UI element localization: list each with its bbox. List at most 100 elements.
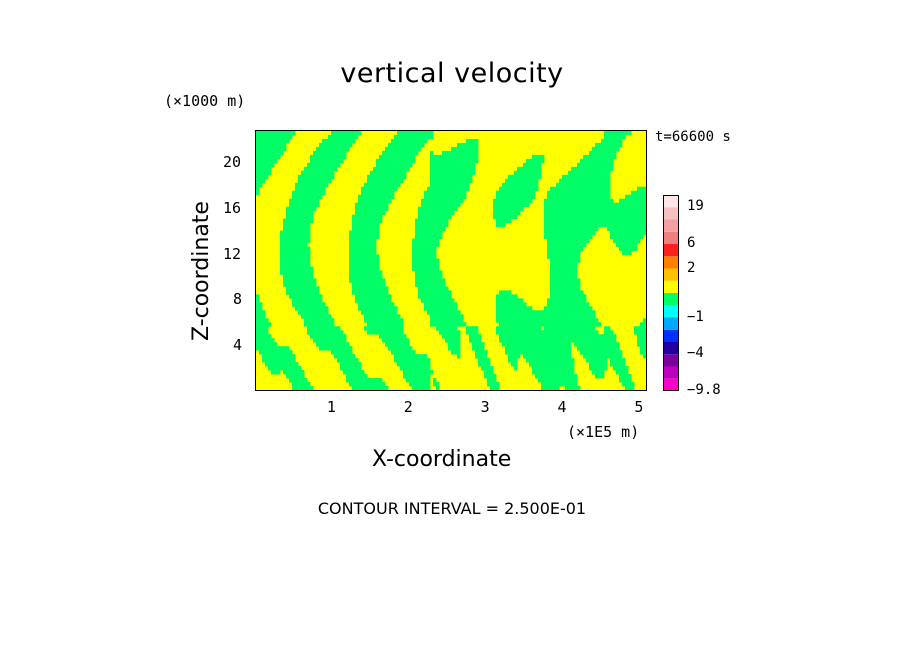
negative-region bbox=[640, 350, 646, 355]
negative-region bbox=[289, 198, 320, 204]
negative-region bbox=[472, 342, 485, 347]
negative-region bbox=[379, 154, 416, 160]
negative-region bbox=[544, 210, 646, 216]
negative-region bbox=[388, 142, 425, 148]
negative-region bbox=[355, 210, 386, 216]
negative-region bbox=[514, 170, 542, 176]
negative-region bbox=[451, 146, 479, 152]
negative-region bbox=[496, 306, 533, 311]
negative-region bbox=[331, 131, 362, 136]
negative-region bbox=[358, 302, 395, 307]
negative-region bbox=[496, 194, 536, 200]
negative-region bbox=[616, 370, 629, 375]
negative-region bbox=[349, 266, 380, 271]
negative-region bbox=[349, 234, 380, 239]
negative-region bbox=[349, 230, 380, 235]
x-tick-label: 4 bbox=[557, 398, 567, 416]
negative-region bbox=[610, 358, 626, 363]
negative-region bbox=[493, 210, 521, 216]
colorbar-segment bbox=[663, 293, 679, 306]
negative-region bbox=[571, 166, 614, 172]
negative-region bbox=[430, 158, 479, 164]
colorbar-segment bbox=[663, 219, 679, 232]
negative-region bbox=[352, 282, 386, 287]
negative-region bbox=[415, 234, 443, 239]
negative-region bbox=[634, 326, 646, 331]
negative-region bbox=[310, 158, 344, 164]
negative-region bbox=[256, 174, 269, 180]
colorbar-segment bbox=[663, 342, 679, 355]
negative-region bbox=[322, 138, 356, 144]
negative-region bbox=[292, 302, 326, 307]
negative-region bbox=[490, 386, 500, 390]
colorbar-segment bbox=[663, 231, 679, 244]
negative-region bbox=[424, 302, 458, 307]
negative-region bbox=[436, 386, 440, 390]
negative-region bbox=[505, 346, 572, 351]
negative-region bbox=[304, 322, 335, 327]
negative-region bbox=[280, 254, 311, 259]
negative-region bbox=[547, 242, 587, 247]
negative-region bbox=[622, 382, 635, 387]
negative-region bbox=[349, 270, 383, 275]
negative-region bbox=[484, 374, 497, 379]
negative-region bbox=[280, 242, 308, 247]
negative-region bbox=[298, 178, 332, 184]
negative-region bbox=[292, 298, 323, 303]
negative-region bbox=[469, 334, 482, 339]
negative-region bbox=[508, 358, 518, 363]
negative-region bbox=[256, 134, 293, 140]
negative-region bbox=[436, 326, 458, 331]
negative-region bbox=[424, 194, 467, 200]
negative-region bbox=[256, 330, 269, 335]
negative-region bbox=[268, 366, 302, 371]
negative-region bbox=[391, 350, 416, 355]
negative-region bbox=[415, 270, 443, 275]
negative-region bbox=[487, 378, 497, 383]
negative-region bbox=[517, 166, 542, 172]
negative-region bbox=[430, 170, 476, 176]
negative-region bbox=[508, 354, 521, 359]
negative-region bbox=[424, 190, 467, 196]
negative-region bbox=[376, 158, 416, 164]
negative-region bbox=[256, 338, 275, 343]
negative-region bbox=[493, 202, 530, 208]
negative-region bbox=[334, 354, 356, 359]
negative-region bbox=[595, 374, 605, 379]
negative-region bbox=[502, 342, 572, 347]
negative-region bbox=[559, 178, 611, 184]
negative-region bbox=[376, 162, 413, 168]
negative-region bbox=[496, 310, 596, 315]
negative-region bbox=[349, 278, 386, 283]
negative-region bbox=[499, 338, 617, 343]
negative-region bbox=[349, 258, 380, 263]
negative-region bbox=[418, 290, 452, 295]
negative-region bbox=[391, 138, 428, 144]
negative-region bbox=[496, 298, 524, 303]
negative-region bbox=[493, 206, 524, 212]
negative-region bbox=[448, 342, 461, 347]
negative-region bbox=[367, 322, 404, 327]
negative-region bbox=[466, 138, 479, 144]
negative-region bbox=[400, 366, 431, 371]
negative-region bbox=[580, 158, 614, 164]
colorbar-segment bbox=[663, 268, 679, 281]
negative-region bbox=[427, 310, 461, 315]
negative-region bbox=[550, 266, 578, 271]
negative-region bbox=[316, 342, 350, 347]
negative-region bbox=[481, 366, 494, 371]
negative-region bbox=[262, 358, 296, 363]
colorbar-label: −9.8 bbox=[687, 382, 721, 398]
negative-region bbox=[352, 290, 389, 295]
negative-region bbox=[550, 294, 587, 299]
negative-region bbox=[373, 166, 410, 172]
negative-region bbox=[496, 294, 518, 299]
negative-region bbox=[256, 131, 296, 136]
colorbar-segment bbox=[663, 207, 679, 220]
z-tick-label: 4 bbox=[233, 336, 243, 355]
negative-region bbox=[319, 142, 353, 148]
negative-region bbox=[280, 238, 311, 243]
negative-region bbox=[439, 330, 461, 335]
negative-region bbox=[256, 158, 278, 164]
negative-region bbox=[547, 238, 590, 243]
